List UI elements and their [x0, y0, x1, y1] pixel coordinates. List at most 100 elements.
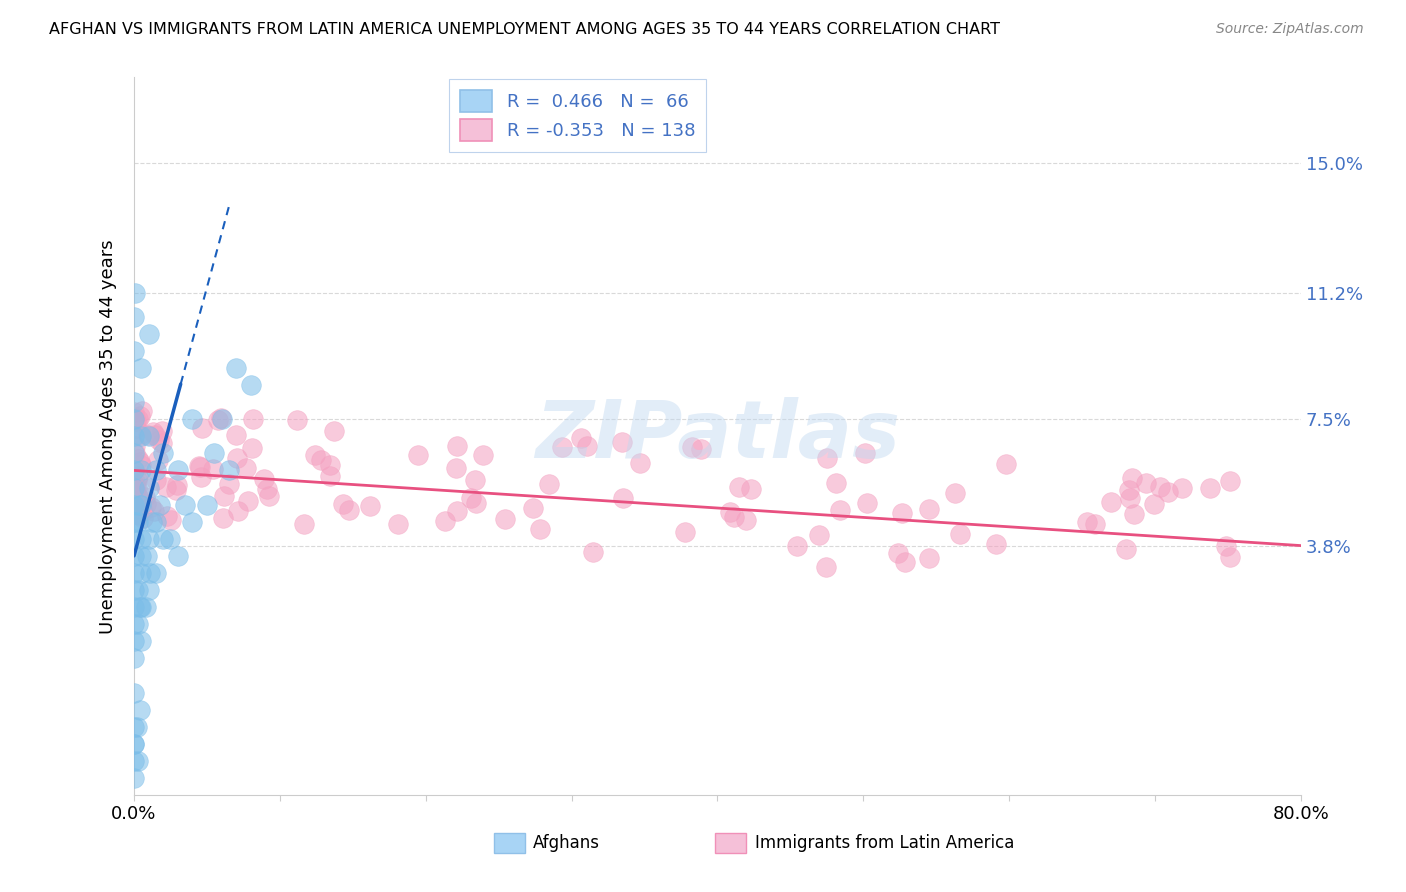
Point	[136, 549, 159, 563]
Point	[127, 507, 149, 521]
Point	[124, 446, 146, 460]
Point	[1215, 540, 1237, 554]
Point	[853, 446, 876, 460]
Point	[122, 600, 145, 615]
Point	[138, 429, 160, 443]
Point	[446, 504, 468, 518]
Point	[128, 703, 150, 717]
Point	[309, 453, 332, 467]
Point	[152, 435, 174, 450]
Point	[1099, 495, 1122, 509]
Point	[125, 720, 148, 734]
Point	[131, 600, 153, 615]
Text: Afghans: Afghans	[533, 834, 600, 852]
Point	[138, 481, 160, 495]
Point	[125, 475, 148, 490]
Point	[628, 456, 651, 470]
Point	[728, 480, 751, 494]
Point	[1084, 516, 1107, 531]
Point	[824, 476, 846, 491]
Point	[522, 500, 544, 515]
Point	[202, 461, 225, 475]
Point	[134, 490, 156, 504]
Point	[122, 651, 145, 665]
Point	[986, 537, 1008, 551]
Point	[131, 549, 153, 563]
Point	[226, 504, 249, 518]
Point	[408, 448, 430, 462]
Point	[127, 754, 149, 768]
Point	[125, 421, 148, 435]
Point	[122, 737, 145, 751]
Point	[612, 491, 634, 506]
Point	[444, 461, 467, 475]
Point	[129, 426, 152, 441]
Point	[359, 499, 381, 513]
Point	[226, 450, 249, 465]
Point	[612, 434, 634, 449]
Point	[235, 461, 257, 475]
Point	[155, 480, 177, 494]
Point	[1219, 474, 1241, 488]
Point	[239, 378, 262, 392]
Point	[128, 600, 150, 615]
Point	[673, 524, 696, 539]
Point	[145, 566, 167, 580]
Point	[188, 459, 211, 474]
Point	[240, 442, 263, 456]
Point	[122, 463, 145, 477]
Point	[1115, 541, 1137, 556]
Point	[734, 513, 756, 527]
Point	[446, 439, 468, 453]
Point	[143, 504, 166, 518]
Point	[893, 555, 915, 569]
Point	[152, 446, 174, 460]
Point	[132, 511, 155, 525]
Point	[242, 412, 264, 426]
Point	[218, 463, 240, 477]
Point	[122, 582, 145, 597]
Point	[125, 498, 148, 512]
Point	[122, 771, 145, 785]
Point	[207, 413, 229, 427]
Point	[127, 582, 149, 597]
Point	[1149, 479, 1171, 493]
Point	[943, 486, 966, 500]
Point	[127, 469, 149, 483]
Point	[188, 460, 211, 475]
Point	[122, 310, 145, 324]
Point	[159, 513, 181, 527]
Point	[465, 496, 488, 510]
Text: Immigrants from Latin America: Immigrants from Latin America	[755, 834, 1014, 852]
Point	[209, 411, 232, 425]
Point	[285, 413, 308, 427]
Point	[124, 285, 146, 300]
Point	[152, 532, 174, 546]
Point	[135, 497, 157, 511]
Point	[149, 498, 172, 512]
Text: ZIPatlas: ZIPatlas	[534, 397, 900, 475]
Point	[211, 412, 233, 426]
Point	[128, 508, 150, 522]
Point	[131, 566, 153, 580]
Point	[122, 515, 145, 529]
Point	[124, 413, 146, 427]
Point	[131, 532, 153, 546]
Point	[127, 515, 149, 529]
Point	[139, 500, 162, 514]
Point	[138, 532, 160, 546]
Point	[166, 478, 188, 492]
Point	[238, 493, 260, 508]
Point	[339, 503, 361, 517]
Point	[807, 528, 830, 542]
Point	[174, 498, 197, 512]
Point	[139, 566, 162, 580]
Point	[127, 451, 149, 466]
Point	[122, 634, 145, 648]
Point	[129, 455, 152, 469]
Point	[1076, 516, 1098, 530]
Point	[257, 489, 280, 503]
Point	[129, 409, 152, 423]
Point	[127, 617, 149, 632]
Point	[122, 405, 145, 419]
